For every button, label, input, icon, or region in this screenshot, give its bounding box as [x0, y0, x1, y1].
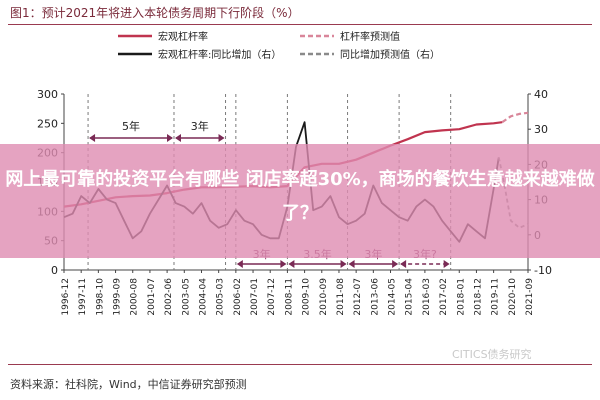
x-tick-label: 2005-03 [216, 278, 226, 316]
x-tick-label: 2008-11 [284, 278, 294, 316]
watermark: CITICS债务研究 [452, 348, 532, 361]
x-tick-label: 2004-04 [198, 278, 208, 316]
x-tick-label: 2009-10 [302, 278, 312, 316]
x-tick-label: 2016-03 [422, 278, 432, 316]
annotation-label: 5年 [122, 119, 140, 133]
x-tick-label: 1997-11 [78, 278, 88, 316]
annotation-arrowhead [288, 260, 295, 268]
annotation-arrowhead [392, 260, 399, 268]
x-tick-label: 2011-08 [336, 278, 346, 316]
annotation-arrowhead [348, 260, 355, 268]
x-tick-label: 1996-12 [61, 278, 71, 316]
x-tick-label: 2012-07 [353, 278, 363, 316]
headline-text[interactable]: 网上最可靠的投资平台有哪些 闭店率超30%，商场的餐饮生意越来越难做了？ [5, 169, 595, 224]
legend-label: 宏观杠杆率 [158, 30, 208, 43]
source-note: 资料来源：社科院，Wind，中信证券研究部预测 [10, 378, 247, 391]
x-tick-label: 2001-07 [147, 278, 157, 316]
annotation-arrowhead [218, 134, 225, 142]
x-tick-label: 1999-09 [113, 278, 123, 316]
left-tick-label: 0 [51, 264, 58, 277]
x-tick-label: 2017-02 [439, 278, 449, 316]
x-tick-label: 2000-08 [130, 278, 140, 316]
annotation-arrowhead [89, 134, 96, 142]
series-line-leverage-forecast [501, 111, 529, 124]
x-tick-label: 1998-10 [95, 278, 105, 316]
right-tick-label: 40 [534, 88, 548, 101]
annotation-arrowhead [166, 134, 173, 142]
x-tick-label: 2020-10 [508, 278, 518, 316]
x-tick-label: 2003-05 [181, 278, 191, 316]
title-divider [8, 24, 592, 25]
figure-title: 图1：预计2021年将进入本轮债务周期下行阶段（%） [10, 6, 300, 20]
right-tick-label: -10 [534, 264, 552, 277]
annotation-label: 3年 [191, 119, 209, 133]
annotation-arrowhead [236, 260, 243, 268]
x-tick-label: 2002-06 [164, 278, 174, 316]
left-tick-label: 300 [37, 88, 58, 101]
annotation-arrowhead [340, 260, 347, 268]
x-tick-label: 2010-09 [319, 278, 329, 316]
x-tick-label: 2006-02 [233, 278, 243, 316]
annotation-arrowhead [280, 260, 287, 268]
x-tick-label: 2019-11 [491, 278, 501, 316]
x-tick-label: 2021-09 [525, 278, 535, 316]
headline-overlay [0, 144, 600, 258]
x-tick-label: 2018-12 [473, 278, 483, 316]
legend-label: 同比增加预测值（右） [340, 48, 440, 61]
legend-label: 宏观杠杆率:同比增加（右） [158, 48, 281, 61]
annotation-arrowhead [443, 260, 450, 268]
legend-label: 杠杆率预测值 [340, 30, 400, 43]
x-tick-label: 2018-01 [456, 278, 466, 316]
x-tick-label: 2015-04 [405, 278, 415, 316]
annotation-arrowhead [174, 134, 181, 142]
x-tick-label: 2013-06 [370, 278, 380, 316]
x-tick-label: 2014-05 [388, 278, 398, 316]
source-divider [8, 364, 592, 365]
right-tick-label: 30 [534, 123, 548, 136]
annotation-arrowhead [400, 260, 407, 268]
x-tick-label: 2007-12 [267, 278, 277, 316]
x-tick-label: 2007-01 [250, 278, 260, 316]
left-tick-label: 250 [37, 117, 58, 130]
